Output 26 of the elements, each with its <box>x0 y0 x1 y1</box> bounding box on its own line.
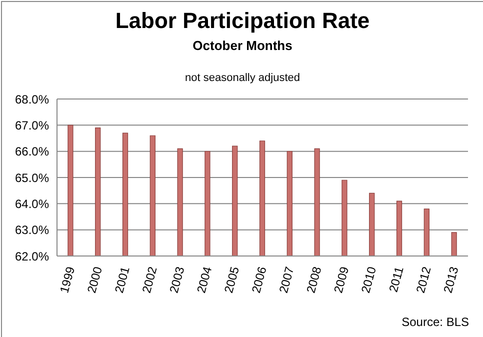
x-tick-label: 2005 <box>222 264 242 295</box>
x-tick-label: 2003 <box>166 264 188 295</box>
x-tick-label: 2010 <box>358 264 380 295</box>
y-tick-label: 67.0% <box>14 118 50 132</box>
x-tick-label: 2007 <box>276 264 297 295</box>
x-tick-label: 2006 <box>248 264 270 295</box>
y-tick-label: 62.0% <box>14 249 50 264</box>
x-tick-label: 2008 <box>304 264 324 295</box>
x-tick-label: 2001 <box>112 264 132 295</box>
x-tick-label: 2009 <box>331 264 352 295</box>
x-tick-label: 2012 <box>413 264 434 295</box>
x-tick-label: 2011 <box>386 264 406 294</box>
text: not seasonally adjusted <box>184 72 301 84</box>
y-tick-label: 66.0% <box>14 144 50 159</box>
y-tick-label: 68.0% <box>14 92 50 106</box>
x-tick-label: 2004 <box>194 264 215 295</box>
x-tick-label: 2000 <box>84 264 106 295</box>
chart-subtitle: October Months <box>192 38 294 53</box>
x-tick-label: 2002 <box>139 264 160 295</box>
x-tick-label: 1999 <box>57 264 78 295</box>
chart-title: Labor Participation Rate <box>114 8 371 34</box>
y-tick-label: 63.0% <box>14 223 50 238</box>
y-tick-label: 64.0% <box>14 196 50 211</box>
x-tick-label: 2013 <box>440 264 462 295</box>
y-tick-label: 65.0% <box>14 170 50 185</box>
source-note: Source: BLS <box>402 315 469 329</box>
